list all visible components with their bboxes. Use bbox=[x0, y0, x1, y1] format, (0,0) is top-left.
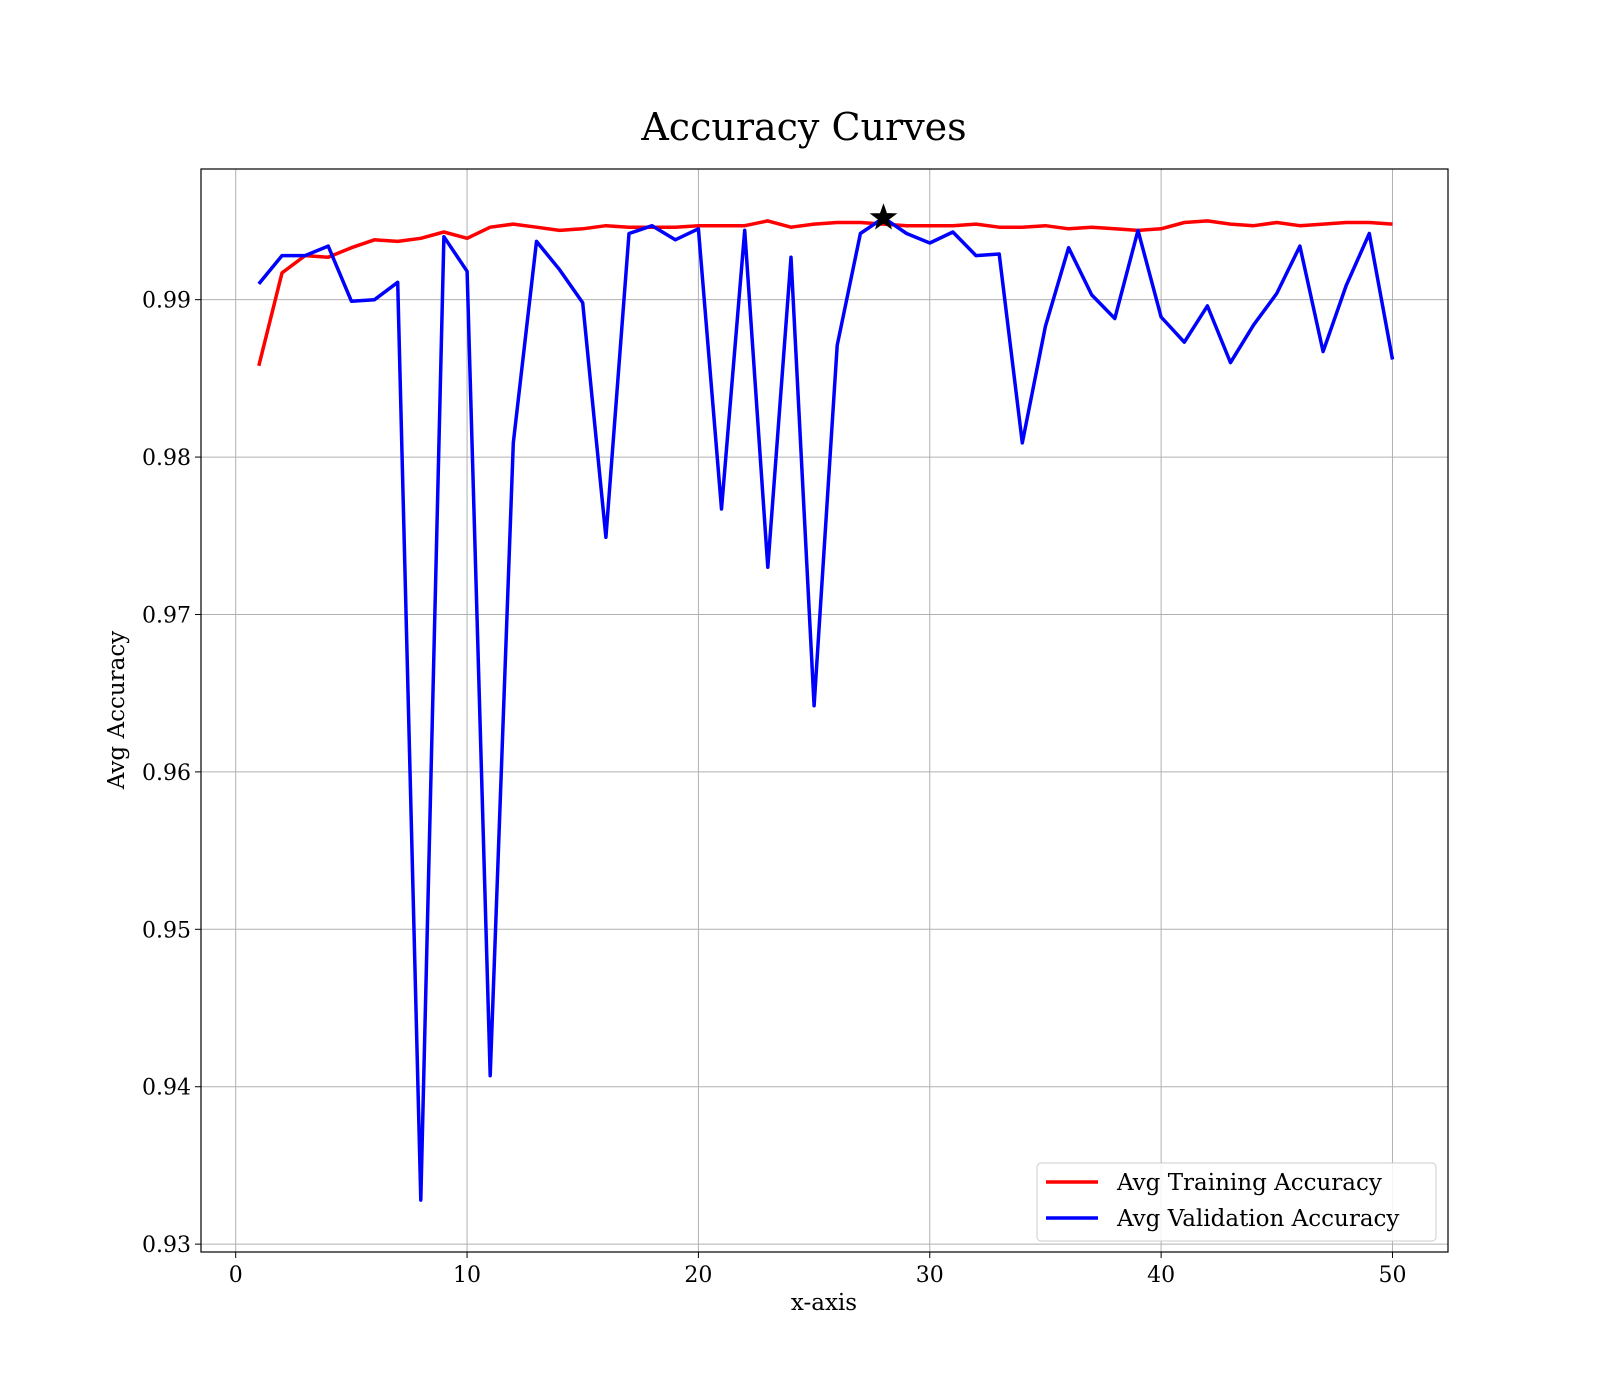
y-ticks: 0.93 0.94 0.95 0.96 0.97 0.98 0.99 bbox=[142, 289, 201, 1258]
series-layer bbox=[257, 216, 1395, 1202]
grid-layer bbox=[201, 169, 1448, 1252]
x-tick-label: 40 bbox=[1147, 1263, 1175, 1288]
y-tick-label: 0.95 bbox=[142, 918, 191, 943]
y-tick-label: 0.94 bbox=[142, 1076, 191, 1101]
chart-title: Accuracy Curves bbox=[640, 105, 966, 149]
legend-label-validation: Avg Validation Accuracy bbox=[1116, 1206, 1399, 1232]
x-tick-label: 20 bbox=[684, 1263, 712, 1288]
x-tick-label: 30 bbox=[916, 1263, 944, 1288]
y-axis-label: Avg Accuracy bbox=[104, 631, 130, 790]
y-tick-label: 0.99 bbox=[142, 289, 191, 314]
legend: Avg Training Accuracy Avg Validation Acc… bbox=[1036, 1162, 1437, 1242]
x-tick-label: 0 bbox=[229, 1263, 243, 1288]
training-accuracy-line bbox=[257, 219, 1393, 367]
y-tick-label: 0.93 bbox=[142, 1233, 191, 1258]
best-epoch-star-marker bbox=[869, 203, 898, 230]
plot-frame bbox=[200, 168, 1449, 1253]
x-ticks: 0 10 20 30 40 50 bbox=[229, 1252, 1406, 1288]
x-tick-label: 10 bbox=[453, 1263, 481, 1288]
x-axis-label: x-axis bbox=[791, 1290, 857, 1316]
y-tick-label: 0.97 bbox=[142, 603, 191, 628]
legend-label-training: Avg Training Accuracy bbox=[1116, 1170, 1382, 1196]
validation-accuracy-line bbox=[257, 216, 1395, 1202]
marker-layer bbox=[869, 203, 898, 230]
x-tick-label: 50 bbox=[1378, 1263, 1406, 1288]
y-tick-label: 0.98 bbox=[142, 446, 191, 471]
y-tick-label: 0.96 bbox=[142, 761, 191, 786]
legend-box bbox=[1036, 1162, 1437, 1242]
